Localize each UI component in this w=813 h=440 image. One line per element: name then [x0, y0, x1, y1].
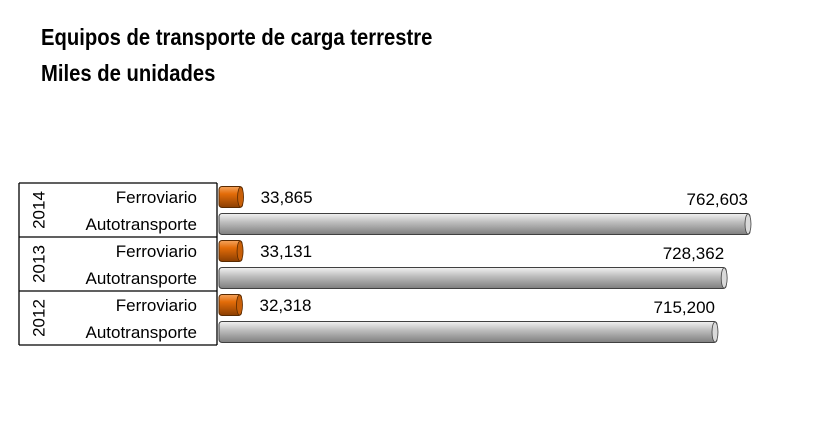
bar-autotransporte	[218, 267, 727, 289]
data-label: 32,318	[260, 296, 312, 315]
bar-autotransporte	[218, 321, 718, 343]
group-label-year: 2013	[29, 245, 48, 283]
category-label: Ferroviario	[116, 188, 197, 207]
data-label: 762,603	[687, 190, 748, 209]
bar-cap	[236, 294, 243, 316]
category-label: Autotransporte	[85, 323, 197, 342]
data-label: 33,865	[261, 188, 313, 207]
chart-subtitle: Miles de unidades	[41, 60, 216, 86]
data-label: 715,200	[654, 298, 715, 317]
data-labels: 33,865 762,603 33,131 728,362 32,318 715,200	[260, 188, 748, 317]
chart-title: Equipos de transporte de carga terrestre	[41, 24, 433, 50]
bar-cap	[711, 321, 719, 343]
category-label: Autotransporte	[85, 269, 197, 288]
group-label-year: 2014	[29, 191, 48, 229]
bar-cap	[236, 240, 244, 262]
bars	[218, 186, 752, 343]
data-label: 33,131	[260, 242, 312, 261]
group-label-year: 2012	[29, 299, 48, 337]
bar-cap	[720, 267, 728, 289]
category-label: Autotransporte	[85, 215, 197, 234]
bar-autotransporte	[218, 213, 751, 235]
category-axis: 2014 Ferroviario Autotransporte 2013 Ferrovi…	[18, 182, 218, 346]
bar-cap	[237, 186, 244, 208]
bar-cap	[744, 213, 752, 235]
category-label: Ferroviario	[116, 242, 197, 261]
category-label: Ferroviario	[116, 296, 197, 315]
data-label: 728,362	[663, 244, 724, 263]
